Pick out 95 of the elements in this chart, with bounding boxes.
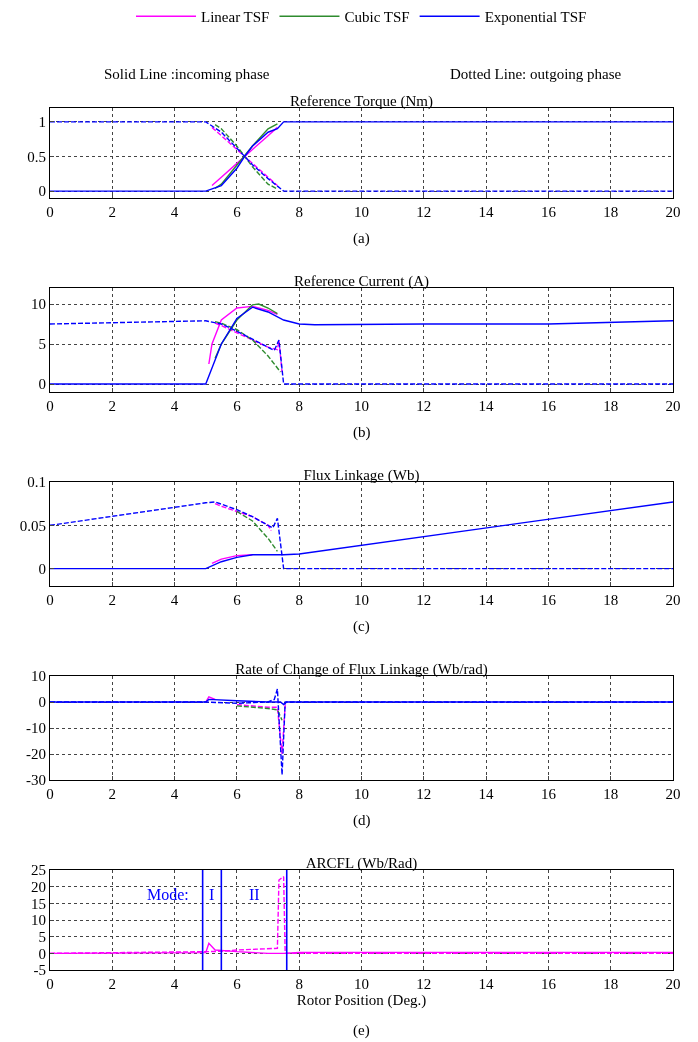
y-tick-label: -20 [26,746,46,763]
y-tick-label: -30 [26,772,46,789]
line-series [214,303,279,360]
text: (c) [353,618,370,635]
y-tick-label: 15 [31,895,46,912]
y-tick-label: -5 [33,962,46,979]
legend-label: Linear TSF [201,9,270,26]
annotation: I [209,886,215,903]
x-tick-label: 2 [108,786,117,802]
y-tick-label: 20 [31,878,46,895]
x-tick-label: 10 [354,204,369,220]
x-tick-label: 4 [170,976,179,992]
chart-title: ARCFL (Wb/Rad) [305,855,418,872]
x-tick-label: 2 [108,976,117,992]
x-tick-label: 14 [478,204,495,220]
y-tick-label: -10 [26,720,46,737]
chart-title: Reference Torque (Nm) [290,93,433,110]
y-tick-label: 10 [31,912,46,929]
line-series [236,705,283,721]
y-tick-label: 0 [38,945,46,962]
y-tick-label: 25 [31,862,46,879]
x-tick-label: 4 [170,398,179,414]
x-tick-label: 2 [108,204,117,220]
x-tick-label: 16 [540,592,557,608]
y-tick-label: 0.5 [27,148,46,165]
y-tick-label: 10 [31,668,46,685]
x-tick-label: 8 [295,786,303,802]
line-series [214,502,272,532]
x-tick-label: 14 [478,592,495,608]
x-tick-label: 6 [233,786,242,802]
text: Solid Line :incoming phase [104,66,270,82]
x-axis-title: Rotor Position (Deg.) [296,992,427,1009]
y-tick-label: 1 [38,114,46,131]
legend-label: Cubic TSF [344,9,410,26]
y-tick-label: 5 [38,928,46,945]
text: (a) [353,230,370,247]
legend-label: Exponential TSF [484,9,587,26]
y-tick-label: 0 [38,183,46,200]
x-tick-label: 8 [295,398,303,414]
x-tick-label: 20 [665,976,681,992]
annotation: Mode: [147,886,189,903]
x-tick-label: 10 [354,786,369,802]
chart-title: Reference Current (A) [294,273,429,290]
chart-title: Rate of Change of Flux Linkage (Wb/rad) [235,661,488,678]
y-tick-label: 0 [38,376,46,393]
x-tick-label: 14 [478,786,495,802]
y-tick-label: 0.05 [19,517,46,534]
x-tick-label: 12 [416,786,432,802]
x-tick-label: 6 [233,592,242,608]
x-tick-label: 6 [233,976,242,992]
y-tick-label: 0.1 [27,474,46,491]
x-tick-label: 16 [540,398,557,414]
x-tick-label: 20 [665,204,681,220]
x-tick-label: 6 [233,398,242,414]
text: (e) [353,1022,370,1039]
x-tick-label: 4 [170,786,179,802]
text: Dotted Line: outgoing phase [450,66,622,82]
x-tick-label: 8 [295,592,303,608]
line-series [50,501,673,570]
x-tick-label: 4 [170,592,179,608]
y-tick-label: 0 [38,560,46,577]
x-tick-label: 14 [478,976,495,992]
line-series [236,510,279,553]
x-tick-label: 8 [295,976,303,992]
x-tick-label: 10 [354,976,369,992]
x-tick-label: 4 [170,204,179,220]
annotation: II [249,886,260,903]
x-tick-label: 12 [416,204,432,220]
x-tick-label: 20 [665,786,681,802]
x-tick-label: 12 [416,398,432,414]
x-tick-label: 12 [416,976,432,992]
x-tick-label: 18 [603,786,619,802]
x-tick-label: 16 [540,976,557,992]
x-tick-label: 18 [603,976,619,992]
x-tick-label: 18 [603,204,619,220]
x-tick-label: 16 [540,786,557,802]
x-tick-label: 18 [603,592,619,608]
y-tick-label: 5 [38,336,46,353]
chart-title: Flux Linkage (Wb) [303,467,420,484]
x-tick-label: 8 [295,204,303,220]
text: (b) [353,424,371,441]
x-tick-label: 2 [108,398,117,414]
x-tick-label: 18 [603,398,619,414]
x-tick-label: 20 [665,592,681,608]
y-tick-label: 0 [38,694,46,711]
y-tick-label: 10 [31,296,46,313]
x-tick-label: 2 [108,592,117,608]
text: (d) [353,812,371,829]
x-tick-label: 12 [416,592,432,608]
x-tick-label: 20 [665,398,681,414]
x-tick-label: 14 [478,398,495,414]
x-tick-label: 10 [354,592,369,608]
x-tick-label: 10 [354,398,369,414]
x-tick-label: 6 [233,204,242,220]
x-tick-label: 16 [540,204,557,220]
